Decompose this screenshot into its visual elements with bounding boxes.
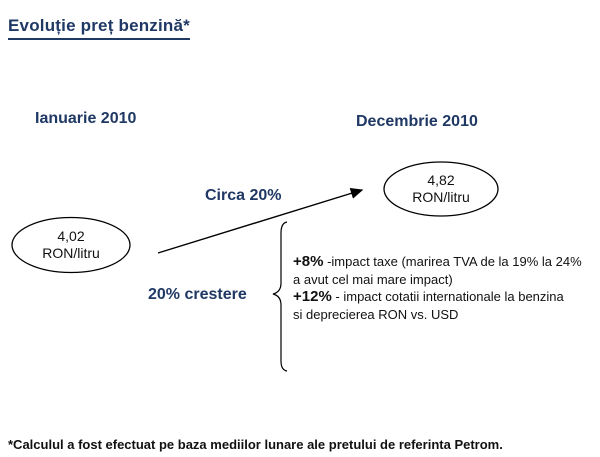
- breakdown-pct-quotes: +12%: [293, 288, 332, 305]
- end-price-unit: RON/litru: [412, 189, 470, 205]
- breakdown-text-quotes: - impact cotatii internationale la benzi…: [331, 289, 564, 304]
- page-title: Evoluție preț benzină*: [8, 16, 190, 40]
- period-label-end: Decembrie 2010: [356, 113, 478, 130]
- end-price-value: 4,82: [427, 172, 455, 188]
- breakdown-line-4: si deprecierea RON vs. USD: [293, 306, 459, 322]
- start-price-value: 4,02: [57, 228, 85, 244]
- arrow-label: Circa 20%: [205, 187, 282, 204]
- start-price-unit: RON/litru: [42, 245, 100, 261]
- period-label-start: Ianuarie 2010: [35, 110, 137, 127]
- breakdown-line-1: +8% -impact taxe (marirea TVA de la 19% …: [293, 253, 595, 271]
- breakdown-line-3: +12% - impact cotatii internationale la …: [293, 288, 595, 306]
- end-price-ellipse: [383, 161, 499, 217]
- breakdown-line-2: a avut cel mai mare impact): [293, 271, 453, 287]
- brace-icon: [272, 221, 288, 372]
- breakdown-text: +8% -impact taxe (marirea TVA de la 19% …: [293, 253, 595, 323]
- footnote: *Calculul a fost efectuat pe baza mediil…: [8, 437, 503, 452]
- growth-label: 20% crestere: [148, 286, 247, 303]
- breakdown-pct-taxes: +8%: [293, 253, 324, 270]
- start-price-node: 4,02 RON/litru: [12, 228, 130, 262]
- start-price-ellipse: [11, 216, 131, 274]
- end-price-node: 4,82 RON/litru: [384, 172, 498, 206]
- trend-arrow: [157, 187, 364, 254]
- breakdown-text-taxes: -impact taxe (marirea TVA de la 19% la 2…: [323, 254, 582, 269]
